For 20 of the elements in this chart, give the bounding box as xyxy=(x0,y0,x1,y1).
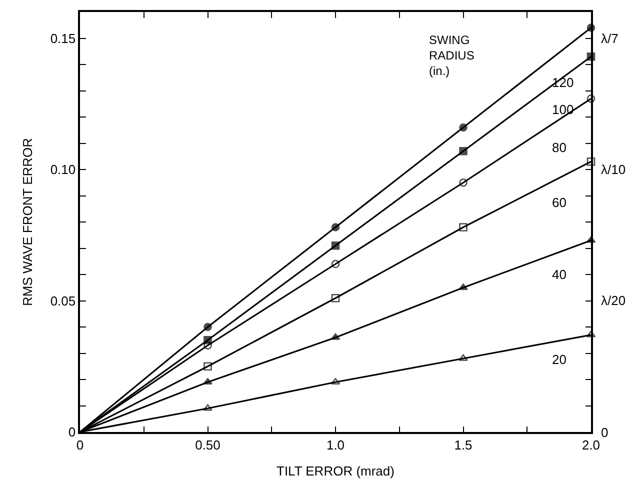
legend-label: 100 xyxy=(552,102,574,117)
x-tick-label: 2.0 xyxy=(582,437,600,452)
y-axis-title: RMS WAVE FRONT ERROR xyxy=(20,138,35,306)
y-tick-label: 0.05 xyxy=(50,293,76,308)
y-tick-label: 0.10 xyxy=(50,162,76,178)
y-tick-label: 0.15 xyxy=(50,30,76,46)
legend-label: 80 xyxy=(552,140,566,155)
text: 0 xyxy=(601,425,608,440)
text: λ/7 xyxy=(601,31,618,46)
legend-label: 20 xyxy=(552,352,566,367)
text: λ/20 xyxy=(601,293,626,308)
legend-label: 40 xyxy=(552,267,566,282)
legend-label: 60 xyxy=(552,195,566,210)
x-tick-label: 1.5 xyxy=(454,437,472,452)
text: λ/10 xyxy=(601,162,626,177)
legend-title: SWING RADIUS (in.) xyxy=(429,33,474,78)
x-tick-label: 0.50 xyxy=(195,437,220,452)
x-tick-label: 1.0 xyxy=(326,437,345,452)
x-axis-title: TILT ERROR (mrad) xyxy=(276,463,394,478)
y-tick-label: 0 xyxy=(68,424,76,440)
